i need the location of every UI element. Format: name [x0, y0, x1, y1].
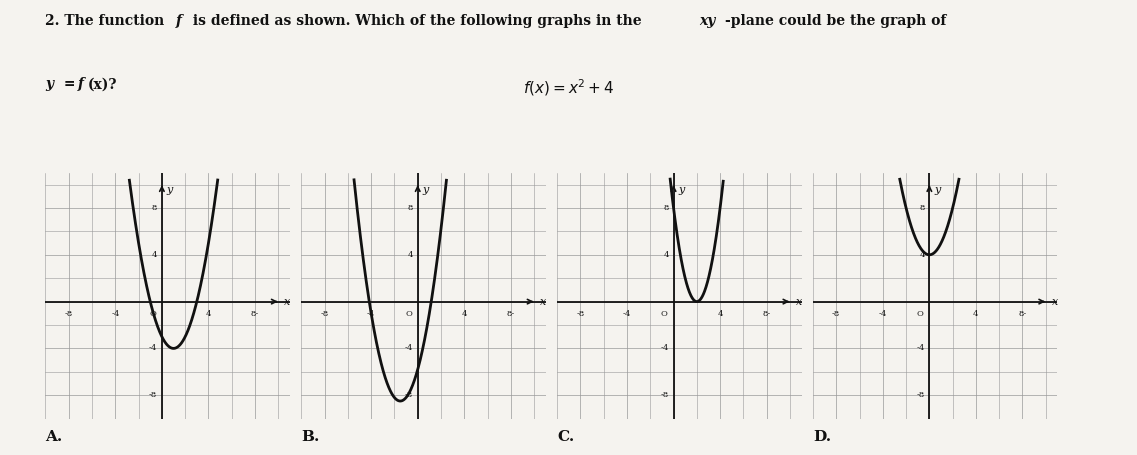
Text: x: x: [796, 297, 802, 307]
Text: -8: -8: [916, 391, 924, 399]
Text: 4: 4: [462, 310, 467, 318]
Text: =: =: [59, 77, 81, 91]
Text: 2. The function: 2. The function: [45, 14, 169, 28]
Text: 8: 8: [152, 204, 157, 212]
Text: x: x: [284, 297, 290, 307]
Text: -4: -4: [367, 310, 375, 318]
Text: -8: -8: [405, 391, 413, 399]
Text: 4: 4: [151, 251, 157, 259]
Text: O: O: [405, 310, 412, 318]
Text: 4: 4: [206, 310, 211, 318]
Text: -8: -8: [576, 310, 584, 318]
Text: 4: 4: [919, 251, 924, 259]
Text: f: f: [77, 77, 83, 91]
Text: f: f: [176, 14, 182, 28]
Text: 8: 8: [920, 204, 924, 212]
Text: -plane could be the graph of: -plane could be the graph of: [725, 14, 947, 28]
Text: -4: -4: [149, 344, 157, 353]
Text: 4: 4: [663, 251, 669, 259]
Text: O: O: [916, 310, 923, 318]
Text: x: x: [1052, 297, 1057, 307]
Text: x: x: [540, 297, 546, 307]
Text: 4: 4: [717, 310, 723, 318]
Text: (x)?: (x)?: [88, 77, 117, 91]
Text: -4: -4: [916, 344, 924, 353]
Text: B.: B.: [301, 430, 319, 445]
Text: -4: -4: [405, 344, 413, 353]
Text: is defined as shown. Which of the following graphs in the: is defined as shown. Which of the follow…: [188, 14, 646, 28]
Text: y: y: [678, 185, 684, 195]
Text: -4: -4: [879, 310, 887, 318]
Text: y: y: [933, 185, 940, 195]
Text: O: O: [661, 310, 667, 318]
Text: -4: -4: [661, 344, 669, 353]
Text: y: y: [45, 77, 53, 91]
Text: y: y: [166, 185, 173, 195]
Text: A.: A.: [45, 430, 63, 445]
Text: 8-: 8-: [763, 310, 771, 318]
Text: -8: -8: [321, 310, 329, 318]
Text: -8: -8: [65, 310, 73, 318]
Text: xy: xy: [699, 14, 715, 28]
Text: y: y: [422, 185, 429, 195]
Text: $f(x) = x^2 + 4$: $f(x) = x^2 + 4$: [523, 77, 614, 98]
Text: 8-: 8-: [251, 310, 259, 318]
Text: -4: -4: [111, 310, 119, 318]
Text: D.: D.: [813, 430, 831, 445]
Text: 8: 8: [408, 204, 413, 212]
Text: -8: -8: [149, 391, 157, 399]
Text: C.: C.: [557, 430, 574, 445]
Text: 8-: 8-: [1019, 310, 1027, 318]
Text: 4: 4: [973, 310, 979, 318]
Text: -8: -8: [661, 391, 669, 399]
Text: O: O: [149, 310, 156, 318]
Text: 8-: 8-: [507, 310, 515, 318]
Text: -8: -8: [832, 310, 840, 318]
Text: 8: 8: [664, 204, 669, 212]
Text: -4: -4: [623, 310, 631, 318]
Text: 4: 4: [407, 251, 413, 259]
